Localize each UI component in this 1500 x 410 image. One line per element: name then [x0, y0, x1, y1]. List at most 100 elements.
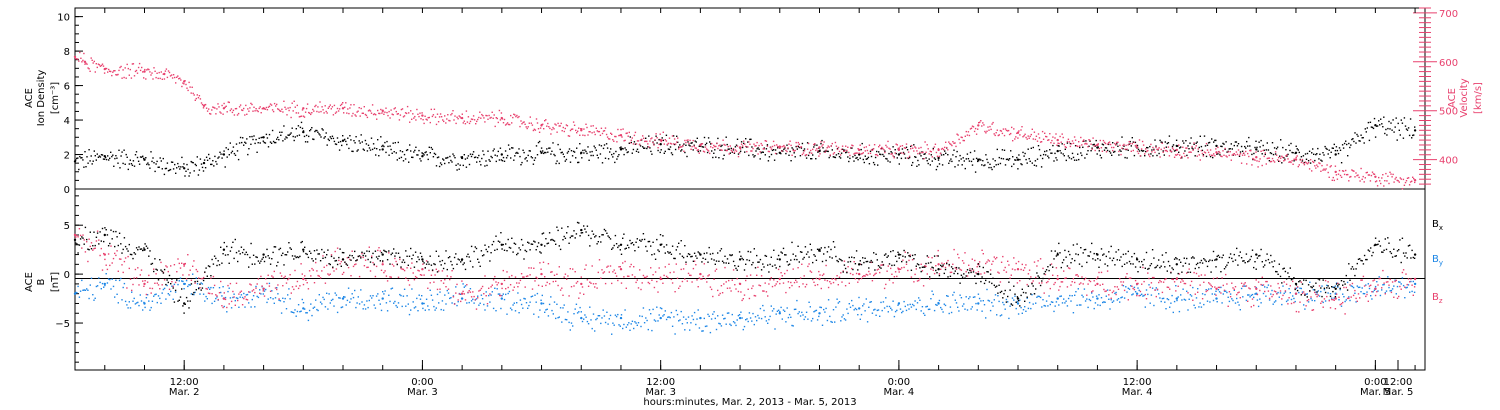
data-point: [640, 288, 642, 291]
data-point: [1038, 295, 1040, 298]
data-point: [1208, 282, 1210, 284]
data-point: [564, 127, 566, 130]
data-point: [501, 295, 503, 297]
data-point: [879, 153, 881, 155]
data-point: [613, 269, 615, 271]
data-point: [612, 156, 614, 158]
data-point: [98, 239, 100, 241]
data-point: [1352, 286, 1355, 289]
data-point: [808, 152, 811, 154]
data-point: [361, 252, 363, 255]
data-point: [883, 287, 886, 290]
data-point: [1203, 303, 1205, 306]
data-point: [1229, 296, 1232, 298]
data-point: [837, 146, 840, 149]
data-point: [784, 147, 786, 149]
data-point: [505, 293, 507, 296]
data-point: [938, 155, 941, 158]
data-point: [1102, 283, 1104, 285]
data-point: [287, 107, 289, 109]
data-point: [884, 151, 886, 154]
data-point: [419, 274, 422, 276]
data-point: [1297, 165, 1299, 168]
data-point: [419, 298, 422, 300]
data-point: [961, 260, 964, 262]
data-point: [614, 135, 616, 138]
anchor-point: [302, 307, 305, 310]
data-point: [536, 292, 539, 295]
data-point: [428, 309, 430, 311]
data-point: [814, 143, 816, 145]
data-point: [109, 264, 111, 267]
data-point: [756, 141, 758, 144]
data-point: [434, 116, 437, 118]
data-point: [376, 148, 378, 150]
data-point: [255, 287, 257, 289]
data-point: [185, 170, 187, 172]
data-point: [637, 140, 640, 142]
data-point: [1241, 150, 1244, 152]
data-point: [911, 259, 914, 261]
data-point: [1225, 155, 1227, 157]
data-point: [959, 268, 961, 271]
data-point: [217, 298, 219, 301]
data-point: [1057, 142, 1059, 144]
data-point: [745, 279, 747, 282]
data-point: [1080, 152, 1082, 154]
data-point: [279, 131, 281, 133]
data-point: [676, 135, 678, 137]
data-point: [427, 117, 429, 119]
data-point: [576, 147, 578, 149]
data-point: [1243, 285, 1245, 287]
data-point: [584, 134, 586, 137]
data-point: [94, 155, 96, 157]
data-point: [966, 134, 969, 136]
data-point: [202, 276, 205, 279]
data-point: [416, 154, 418, 156]
data-point: [1078, 304, 1081, 306]
data-point: [1392, 173, 1394, 176]
data-point: [1065, 300, 1067, 302]
data-point: [618, 134, 620, 137]
data-point: [1186, 290, 1188, 292]
data-point: [509, 148, 511, 150]
data-point: [1246, 163, 1248, 165]
data-point: [660, 140, 662, 143]
data-point: [150, 306, 152, 309]
data-point: [1337, 152, 1340, 155]
data-point: [145, 157, 147, 159]
data-point: [931, 257, 933, 259]
data-point: [1236, 297, 1238, 300]
data-point: [548, 283, 551, 285]
data-point: [903, 266, 905, 269]
data-point: [1201, 298, 1204, 300]
data-point: [1295, 145, 1297, 147]
data-point: [657, 291, 659, 293]
data-point: [499, 147, 502, 149]
data-point: [238, 106, 241, 108]
data-point: [919, 299, 921, 301]
data-point: [897, 267, 899, 269]
data-point: [950, 158, 952, 160]
data-point: [1189, 284, 1192, 287]
data-point: [648, 146, 650, 148]
data-point: [1221, 277, 1223, 279]
data-point: [552, 313, 554, 315]
data-point: [122, 69, 124, 71]
data-point: [85, 62, 87, 64]
data-point: [428, 116, 430, 119]
data-point: [1200, 274, 1203, 276]
data-point: [1361, 287, 1363, 289]
data-point: [1228, 154, 1230, 157]
data-point: [1175, 285, 1177, 287]
data-point: [602, 130, 605, 132]
anchor-point: [421, 155, 424, 158]
data-point: [1231, 148, 1233, 150]
data-point: [818, 270, 820, 273]
data-point: [1208, 154, 1211, 156]
data-point: [1257, 281, 1260, 283]
data-point: [1178, 151, 1180, 153]
data-point: [591, 265, 593, 267]
data-point: [558, 162, 560, 165]
data-point: [422, 119, 424, 121]
